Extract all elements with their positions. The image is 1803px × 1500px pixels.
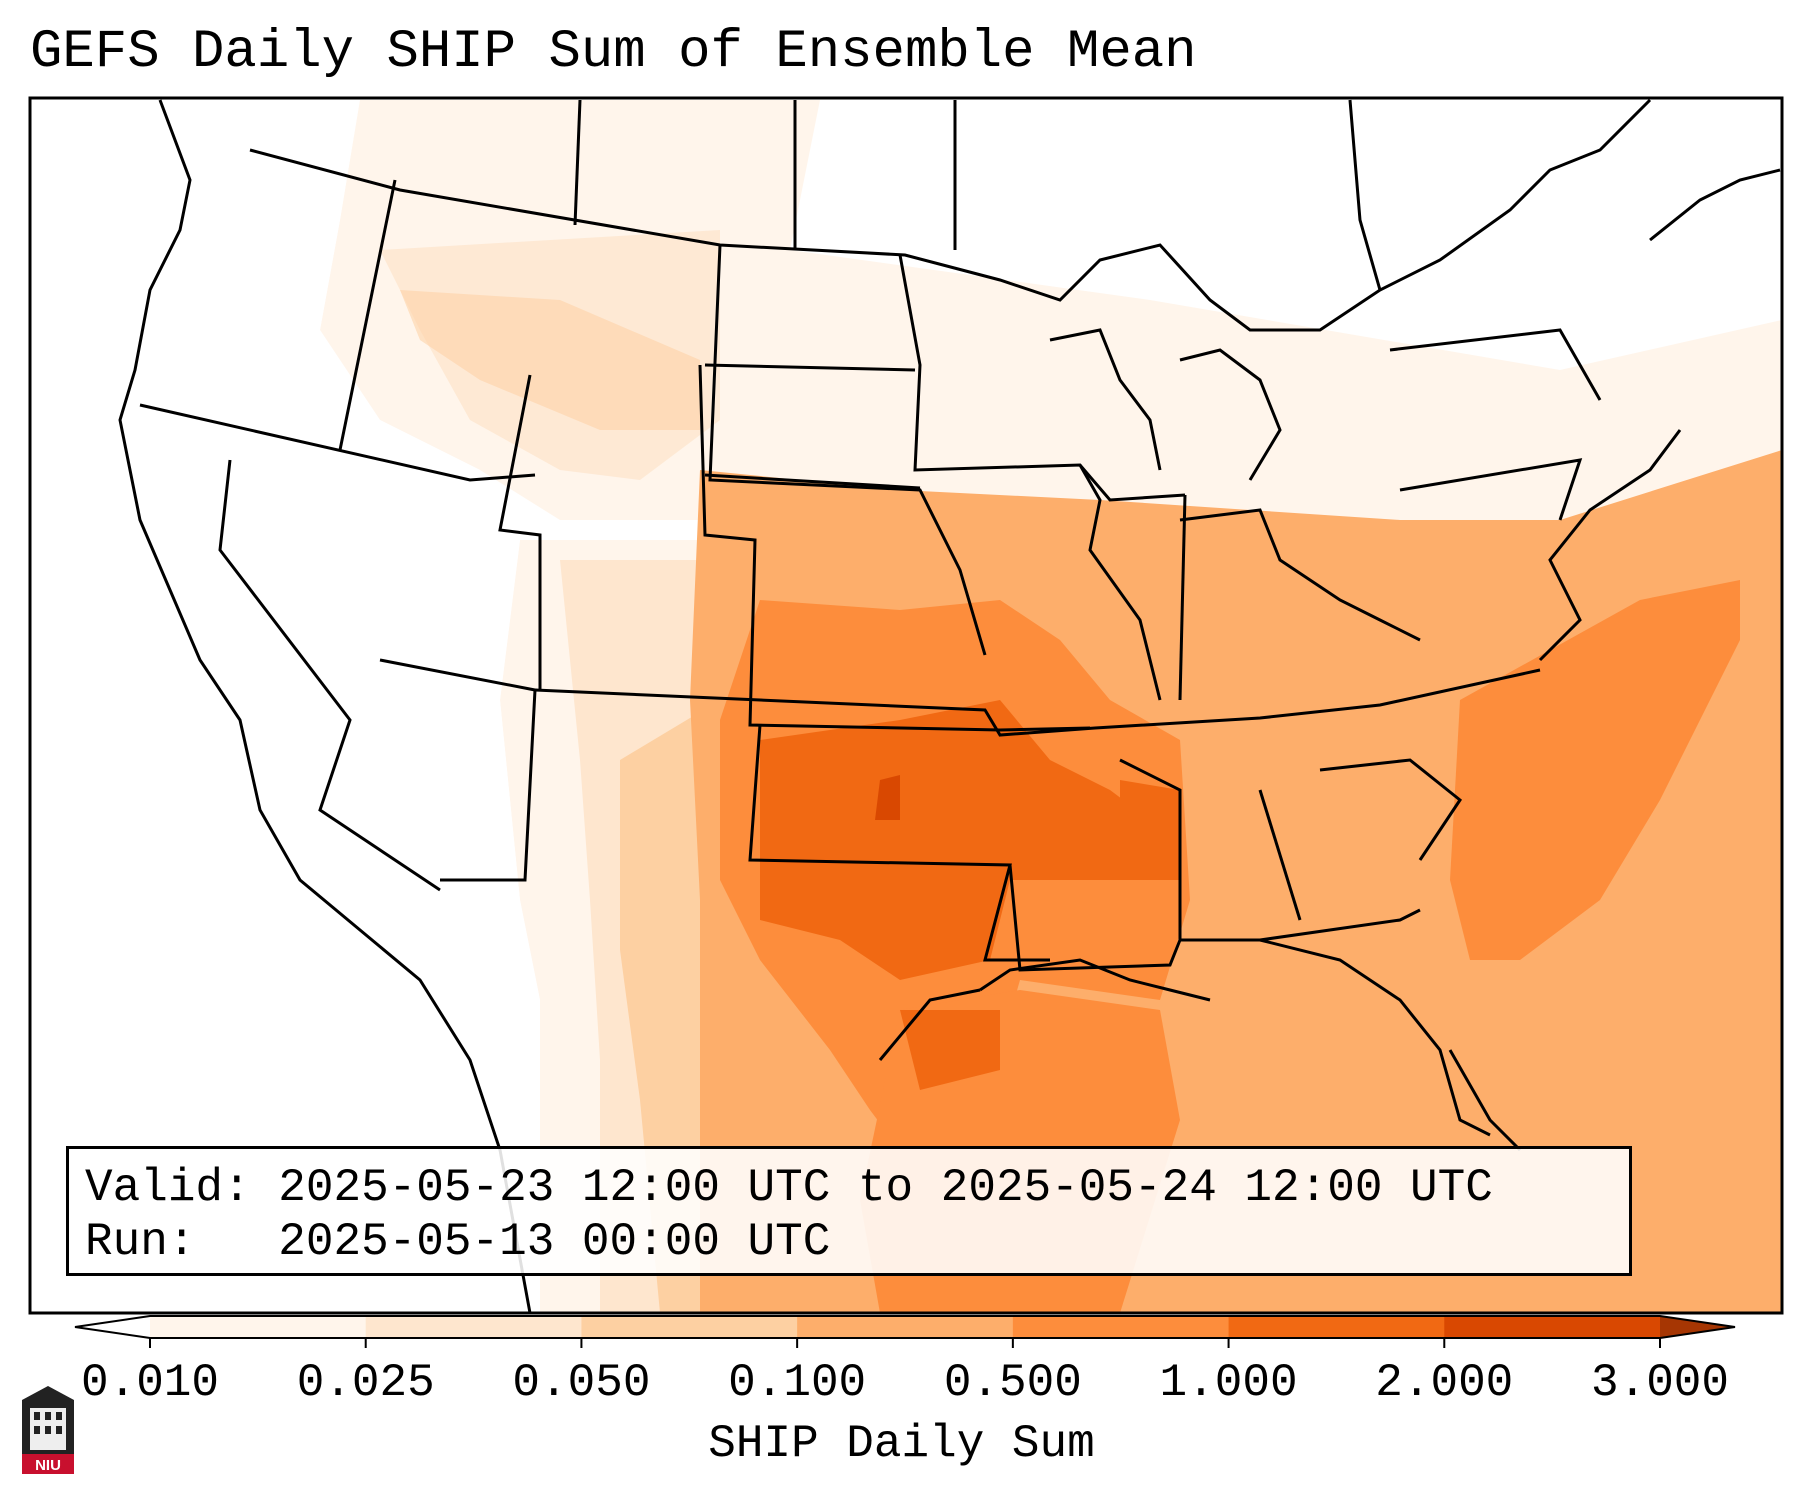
colorbar-segment — [150, 1316, 367, 1338]
colorbar-segment — [1228, 1316, 1445, 1338]
logo-text: NIU — [35, 1457, 61, 1474]
colorbar-title: SHIP Daily Sum — [708, 1418, 1095, 1470]
colorbar-extension-high — [1660, 1316, 1735, 1338]
colorbar-tick-label: 0.010 — [80, 1357, 220, 1409]
colorbar-tick-label: 1.000 — [1159, 1357, 1298, 1409]
colorbar-segment — [1444, 1316, 1661, 1338]
map-title: GEFS Daily SHIP Sum of Ensemble Mean — [30, 22, 1197, 83]
colorbar-segment — [365, 1316, 582, 1338]
valid-label: Valid: — [85, 1162, 251, 1214]
colorbar-tick-label: 0.500 — [943, 1357, 1082, 1409]
colorbar-tick-label: 2.000 — [1375, 1357, 1514, 1409]
colorbar-tick-label: 0.050 — [512, 1357, 651, 1409]
colorbar-segment — [797, 1316, 1014, 1338]
boundary-lines — [118, 98, 1781, 1313]
colorbar-segments — [75, 1316, 1735, 1338]
niu-logo: NIU — [22, 1386, 74, 1474]
colorbar-segment — [581, 1316, 798, 1338]
valid-run-box: Valid: 2025-05-23 12:00 UTC to 2025-05-2… — [66, 1146, 1632, 1276]
colorbar-tick-label: 0.100 — [728, 1357, 867, 1409]
valid-value: 2025-05-23 12:00 UTC to 2025-05-24 12:00… — [278, 1162, 1493, 1214]
run-value: 2025-05-13 00:00 UTC — [278, 1216, 831, 1268]
colorbar-tick-label: 0.025 — [296, 1357, 435, 1409]
colorbar-extension-low — [75, 1316, 150, 1338]
colorbar-tick-label: 3.000 — [1590, 1357, 1730, 1409]
run-label: Run: — [85, 1216, 196, 1268]
colorbar-segment — [1012, 1316, 1230, 1338]
